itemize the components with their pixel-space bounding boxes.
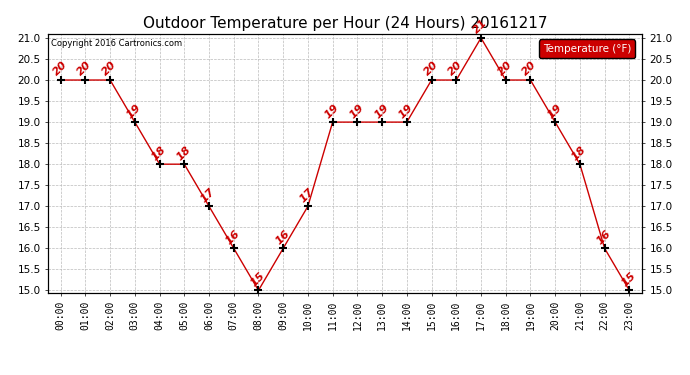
- Text: 15: 15: [620, 270, 638, 288]
- Text: 18: 18: [570, 144, 588, 162]
- Text: 17: 17: [199, 186, 217, 204]
- Text: 20: 20: [100, 60, 119, 78]
- Text: 19: 19: [323, 102, 341, 120]
- Text: 20: 20: [51, 60, 69, 78]
- Text: 19: 19: [125, 102, 143, 120]
- Text: 18: 18: [150, 144, 168, 162]
- Text: 19: 19: [348, 102, 366, 120]
- Text: 20: 20: [76, 60, 94, 78]
- Text: 15: 15: [248, 270, 267, 288]
- Text: 18: 18: [175, 144, 193, 162]
- Text: 21: 21: [471, 18, 489, 36]
- Text: 16: 16: [595, 228, 613, 246]
- Text: 16: 16: [273, 228, 291, 246]
- Text: 19: 19: [545, 102, 564, 120]
- Text: 20: 20: [521, 60, 539, 78]
- Legend: Temperature (°F): Temperature (°F): [539, 39, 635, 58]
- Text: 20: 20: [496, 60, 514, 78]
- Text: 20: 20: [422, 60, 440, 78]
- Text: 19: 19: [373, 102, 391, 120]
- Text: 17: 17: [298, 186, 316, 204]
- Text: 16: 16: [224, 228, 242, 246]
- Text: Copyright 2016 Cartronics.com: Copyright 2016 Cartronics.com: [51, 39, 182, 48]
- Text: 19: 19: [397, 102, 415, 120]
- Title: Outdoor Temperature per Hour (24 Hours) 20161217: Outdoor Temperature per Hour (24 Hours) …: [143, 16, 547, 31]
- Text: 20: 20: [446, 60, 464, 78]
